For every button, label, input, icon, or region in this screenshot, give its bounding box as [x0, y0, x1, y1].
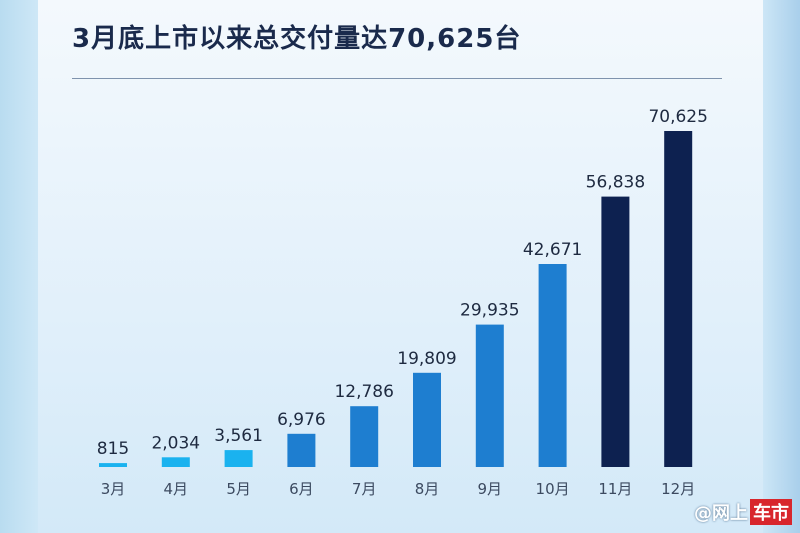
bar-value-label: 70,625 [648, 107, 707, 127]
bar-value-label: 6,976 [277, 410, 326, 430]
watermark-brand: 车市 [750, 499, 792, 525]
x-tick-label: 12月 [661, 480, 695, 498]
x-tick-label: 6月 [289, 480, 314, 498]
x-tick-label: 11月 [598, 480, 632, 498]
bar-value-label: 56,838 [586, 173, 645, 193]
bar-value-label: 3,561 [214, 426, 263, 446]
chart-title: 3月底上市以来总交付量达70,625台 [72, 24, 522, 54]
x-tick-label: 3月 [101, 480, 126, 498]
bar-value-label: 42,671 [523, 240, 582, 260]
x-tick-label: 5月 [226, 480, 251, 498]
x-tick-label: 4月 [164, 480, 189, 498]
bar-value-label: 12,786 [334, 382, 393, 402]
bar-value-label: 815 [97, 439, 129, 459]
x-tick-label: 9月 [478, 480, 503, 498]
bar-9 [601, 196, 630, 467]
bar-3 [224, 450, 253, 467]
chart-card: 3月底上市以来总交付量达70,625台 815 3月 2,034 4月 3,561 5月 6… [38, 0, 763, 533]
watermark-prefix: @网上 [694, 503, 748, 524]
bar-2 [161, 457, 190, 467]
x-tick-label: 7月 [352, 480, 377, 498]
bar-5 [350, 406, 379, 467]
bar-6 [413, 372, 441, 467]
title-divider [72, 78, 722, 79]
x-tick-label: 10月 [536, 480, 570, 498]
bar-chart: 815 3月 2,034 4月 3,561 5月 6,976 6月 12,786 7月 19,809… [97, 107, 708, 498]
watermark: @网上 车市 [694, 499, 792, 525]
bar-value-label: 2,034 [151, 433, 200, 453]
bar-1 [99, 463, 127, 467]
bar-value-label: 29,935 [460, 301, 519, 321]
bar-10 [664, 131, 693, 467]
bar-7 [475, 324, 504, 467]
bar-4 [287, 433, 316, 467]
x-tick-label: 8月 [415, 480, 440, 498]
bar-value-label: 19,809 [397, 349, 456, 369]
bar-8 [538, 264, 567, 467]
